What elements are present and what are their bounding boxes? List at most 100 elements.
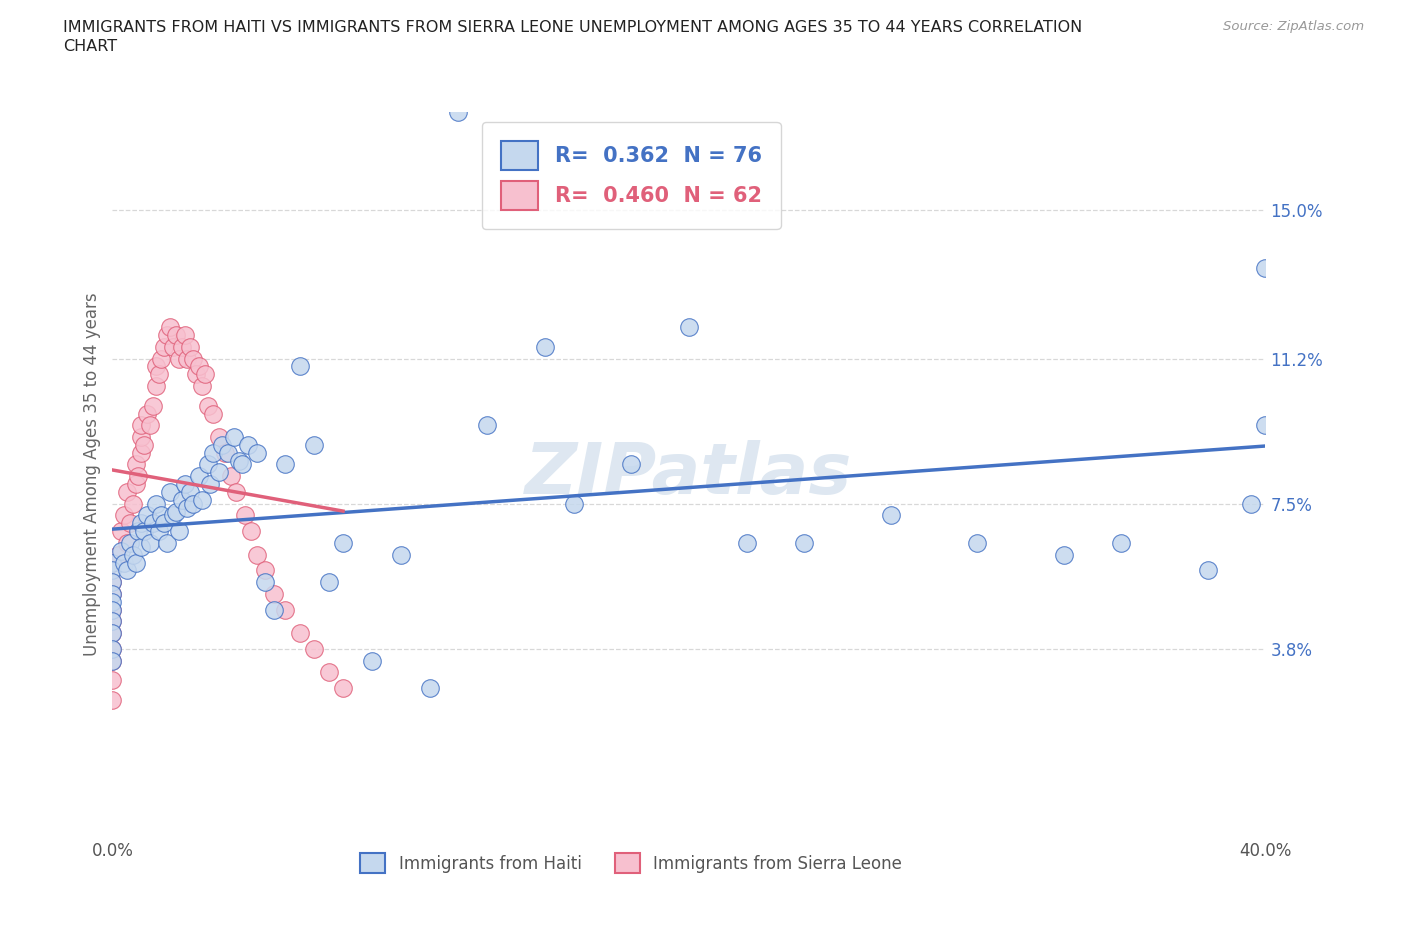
Point bbox=[148, 366, 170, 381]
Point bbox=[121, 497, 143, 512]
Point bbox=[236, 437, 259, 452]
Point bbox=[254, 563, 277, 578]
Point bbox=[288, 359, 311, 374]
Point bbox=[222, 430, 245, 445]
Point bbox=[124, 555, 146, 570]
Point bbox=[142, 398, 165, 413]
Point bbox=[162, 339, 184, 354]
Point bbox=[678, 320, 700, 335]
Point bbox=[145, 359, 167, 374]
Point bbox=[274, 602, 297, 617]
Point bbox=[115, 563, 138, 578]
Point bbox=[145, 379, 167, 393]
Point bbox=[191, 492, 214, 507]
Point bbox=[246, 445, 269, 460]
Point bbox=[101, 555, 124, 570]
Point bbox=[176, 352, 198, 366]
Point bbox=[101, 602, 124, 617]
Point bbox=[360, 653, 382, 668]
Point bbox=[101, 575, 124, 590]
Point bbox=[145, 497, 167, 512]
Point bbox=[214, 445, 236, 460]
Point bbox=[208, 430, 231, 445]
Point bbox=[167, 352, 190, 366]
Text: Source: ZipAtlas.com: Source: ZipAtlas.com bbox=[1223, 20, 1364, 33]
Point bbox=[110, 543, 132, 558]
Point bbox=[188, 469, 211, 484]
Point bbox=[139, 418, 162, 432]
Point bbox=[239, 524, 262, 538]
Point bbox=[231, 457, 253, 472]
Point bbox=[562, 497, 585, 512]
Point bbox=[134, 437, 156, 452]
Point bbox=[173, 327, 195, 342]
Point bbox=[318, 665, 340, 680]
Point bbox=[101, 575, 124, 590]
Point bbox=[304, 437, 326, 452]
Point bbox=[246, 547, 269, 562]
Point bbox=[170, 339, 193, 354]
Legend: Immigrants from Haiti, Immigrants from Sierra Leone: Immigrants from Haiti, Immigrants from S… bbox=[347, 840, 915, 886]
Point bbox=[101, 602, 124, 617]
Point bbox=[127, 469, 149, 484]
Point bbox=[1240, 497, 1263, 512]
Point bbox=[101, 626, 124, 641]
Point bbox=[219, 469, 242, 484]
Point bbox=[197, 457, 219, 472]
Point bbox=[150, 508, 173, 523]
Point bbox=[167, 524, 190, 538]
Text: CHART: CHART bbox=[63, 39, 117, 54]
Point bbox=[156, 536, 179, 551]
Point bbox=[389, 547, 412, 562]
Point bbox=[1111, 536, 1133, 551]
Point bbox=[233, 508, 256, 523]
Point bbox=[254, 575, 277, 590]
Point bbox=[475, 418, 499, 432]
Point bbox=[263, 587, 285, 602]
Point bbox=[148, 524, 170, 538]
Point bbox=[181, 497, 204, 512]
Point bbox=[534, 339, 557, 354]
Point bbox=[197, 398, 219, 413]
Point bbox=[101, 692, 124, 707]
Point bbox=[101, 614, 124, 629]
Point bbox=[127, 524, 149, 538]
Point bbox=[112, 508, 135, 523]
Point bbox=[200, 477, 222, 492]
Point bbox=[112, 555, 135, 570]
Point bbox=[225, 485, 247, 499]
Point bbox=[318, 575, 340, 590]
Point bbox=[101, 594, 124, 609]
Point bbox=[101, 563, 124, 578]
Point bbox=[1254, 261, 1277, 276]
Point bbox=[208, 465, 231, 480]
Point bbox=[194, 366, 217, 381]
Point bbox=[332, 681, 354, 696]
Point bbox=[118, 516, 141, 531]
Point bbox=[179, 485, 201, 499]
Point bbox=[101, 626, 124, 641]
Point bbox=[129, 539, 153, 554]
Point bbox=[170, 492, 193, 507]
Point bbox=[228, 453, 250, 468]
Point bbox=[159, 485, 181, 499]
Point bbox=[184, 366, 207, 381]
Point bbox=[1254, 418, 1277, 432]
Point bbox=[1053, 547, 1076, 562]
Point bbox=[110, 524, 132, 538]
Point bbox=[124, 457, 146, 472]
Point bbox=[191, 379, 214, 393]
Point bbox=[304, 642, 326, 657]
Point bbox=[165, 327, 187, 342]
Point bbox=[332, 536, 354, 551]
Point bbox=[115, 536, 138, 551]
Point bbox=[419, 681, 441, 696]
Point bbox=[211, 437, 233, 452]
Point bbox=[101, 587, 124, 602]
Point bbox=[165, 504, 187, 519]
Point bbox=[150, 352, 173, 366]
Point bbox=[139, 536, 162, 551]
Point bbox=[124, 477, 146, 492]
Point bbox=[101, 587, 124, 602]
Point bbox=[176, 500, 198, 515]
